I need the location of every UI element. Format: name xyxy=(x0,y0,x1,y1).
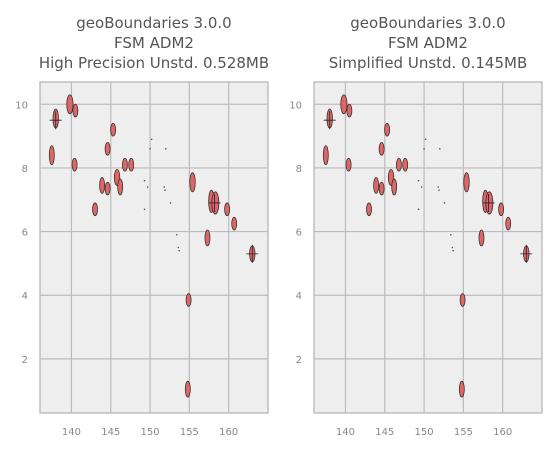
atoll-dot xyxy=(177,246,180,249)
island-shape xyxy=(384,122,391,137)
island-shape xyxy=(378,181,385,196)
island-shape xyxy=(92,202,98,217)
island-shape xyxy=(224,202,231,217)
boundary-mark xyxy=(520,244,533,263)
plot-frame xyxy=(313,81,543,414)
island-shape xyxy=(184,380,191,398)
atoll-dot xyxy=(164,148,167,150)
y-tick-label: 4 xyxy=(296,291,302,302)
y-tick-label: 10 xyxy=(15,100,28,111)
y-tick-label: 2 xyxy=(22,355,28,366)
island-shape xyxy=(204,229,211,247)
atoll-dot xyxy=(438,148,441,150)
island-shape xyxy=(402,157,409,172)
atoll-dot xyxy=(169,202,172,204)
island-shape xyxy=(322,145,329,166)
boundary-mark xyxy=(323,111,336,130)
chart-title-line-3: High Precision Unstd. 0.528MB xyxy=(39,54,269,72)
atoll-dot xyxy=(452,249,454,252)
plot-background xyxy=(40,82,268,413)
boundary-mark xyxy=(246,244,259,263)
island-shape xyxy=(373,177,380,194)
atoll-dot xyxy=(143,179,146,182)
atoll-dot xyxy=(443,202,446,204)
atoll-dot xyxy=(164,189,166,192)
plot-background xyxy=(314,82,542,413)
island-shape xyxy=(366,202,372,217)
x-tick-label: 150 xyxy=(141,427,160,438)
chart-title-line-1: geoBoundaries 3.0.0 xyxy=(76,14,231,32)
y-tick-label: 6 xyxy=(22,228,28,239)
atoll-dot xyxy=(417,179,420,182)
x-tick-label: 140 xyxy=(62,427,81,438)
atoll-dot xyxy=(176,233,178,236)
y-tick-label: 2 xyxy=(296,355,302,366)
island-shape xyxy=(99,177,106,194)
atoll-dot xyxy=(420,186,423,188)
island-shape xyxy=(459,293,466,307)
chart-title-line-3: Simplified Unstd. 0.145MB xyxy=(329,54,528,72)
island-shape xyxy=(122,157,128,172)
x-tick-label: 145 xyxy=(101,427,120,438)
y-tick-label: 6 xyxy=(296,228,302,239)
atoll-dot xyxy=(451,246,454,249)
island-shape xyxy=(231,216,238,231)
y-tick-label: 8 xyxy=(22,164,28,175)
island-shape xyxy=(189,172,196,193)
atoll-dot xyxy=(423,148,425,150)
island-shape xyxy=(71,157,78,172)
island-shape xyxy=(391,178,398,196)
atoll-dot xyxy=(150,138,153,141)
atoll-dot xyxy=(163,186,166,188)
island-shape xyxy=(48,145,55,166)
chart-title-line-1: geoBoundaries 3.0.0 xyxy=(350,14,505,32)
y-tick-label: 4 xyxy=(22,291,28,302)
atoll-dot xyxy=(146,186,149,188)
atoll-dot xyxy=(149,148,151,150)
atoll-dot xyxy=(424,138,427,141)
island-shape xyxy=(346,103,353,118)
island-shape xyxy=(72,103,79,118)
x-tick-label: 150 xyxy=(415,427,434,438)
island-shape xyxy=(185,293,192,307)
island-shape xyxy=(110,122,117,137)
island-shape xyxy=(396,157,402,172)
atoll-dot xyxy=(450,233,452,236)
atoll-dot xyxy=(143,208,146,211)
boundary-mark xyxy=(482,193,495,212)
y-tick-label: 8 xyxy=(296,164,302,175)
atoll-dot xyxy=(178,249,180,252)
atoll-dot xyxy=(417,208,420,211)
map-panel-2: geoBoundaries 3.0.0 FSM ADM2 Simplified Un… xyxy=(289,14,543,438)
island-shape xyxy=(66,94,74,115)
x-tick-label: 160 xyxy=(219,427,238,438)
x-tick-label: 155 xyxy=(180,427,199,438)
boundary-mark xyxy=(208,193,221,212)
chart-title-line-2: FSM ADM2 xyxy=(388,34,468,52)
island-shape xyxy=(458,380,465,398)
atoll-dot xyxy=(437,186,440,188)
island-shape xyxy=(463,172,470,193)
plot-frame xyxy=(39,81,269,414)
x-tick-label: 160 xyxy=(493,427,512,438)
island-shape xyxy=(340,94,348,115)
island-shape xyxy=(498,202,505,217)
island-shape xyxy=(104,142,111,156)
chart-title-line-2: FSM ADM2 xyxy=(114,34,194,52)
x-tick-label: 140 xyxy=(336,427,355,438)
x-tick-label: 145 xyxy=(375,427,394,438)
x-tick-label: 155 xyxy=(454,427,473,438)
island-shape xyxy=(104,181,111,196)
island-shape xyxy=(128,157,135,172)
island-shape xyxy=(345,157,352,172)
island-shape xyxy=(478,229,485,247)
y-tick-label: 10 xyxy=(289,100,302,111)
island-shape xyxy=(378,142,385,156)
atoll-dot xyxy=(438,189,440,192)
map-panel-1: geoBoundaries 3.0.0 FSM ADM2 High Precisio… xyxy=(15,14,269,438)
island-shape xyxy=(505,216,512,231)
boundary-mark xyxy=(49,111,62,130)
island-shape xyxy=(117,178,124,196)
